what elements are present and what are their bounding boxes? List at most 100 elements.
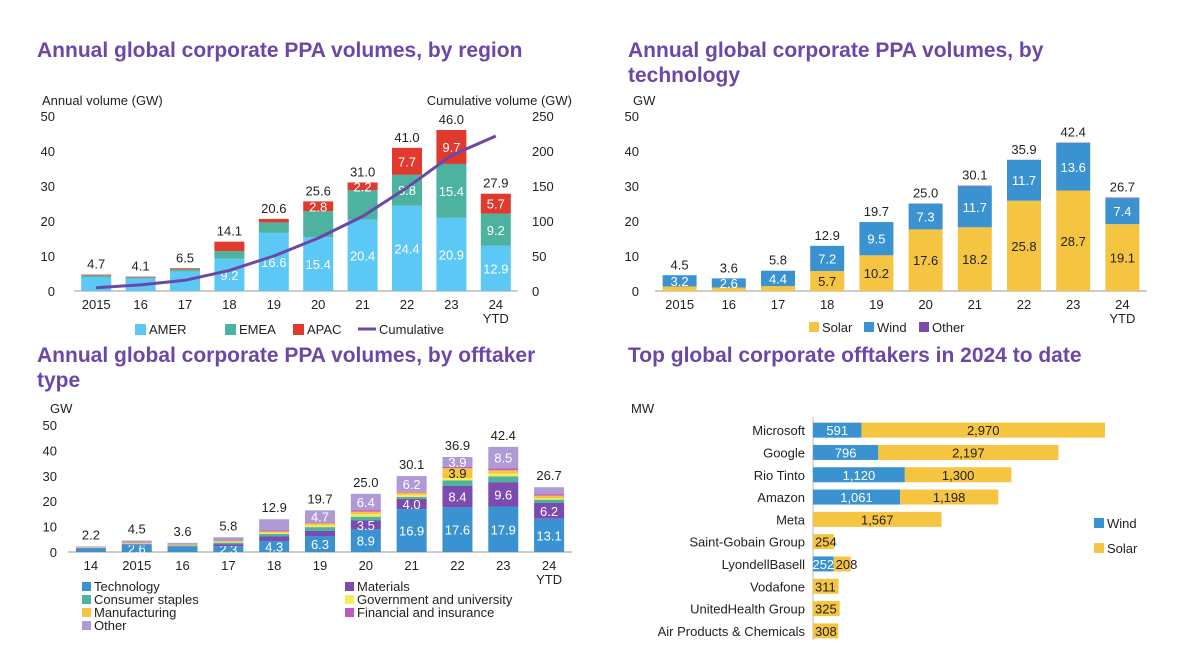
bar-consumer-staples (488, 476, 519, 483)
bar-apac (392, 147, 422, 175)
y-tick-label: 50 (625, 109, 639, 124)
legend-swatch (345, 595, 354, 604)
bar-wind (1105, 198, 1140, 225)
bar-financial-and-insurance (213, 540, 244, 541)
bar-government-and-university (534, 498, 565, 500)
data-label-solar: 254 (815, 535, 837, 550)
bar-consumer-staples (121, 543, 152, 545)
bar-emea (214, 251, 245, 259)
x-tick-label: 21 (355, 297, 369, 312)
bar-solar (1007, 200, 1041, 291)
y-axis-title: GW (633, 93, 656, 108)
bar-manufacturing (259, 531, 290, 533)
bar-wind (711, 278, 746, 288)
data-label-solar: 18.2 (962, 252, 987, 267)
data-label-solar: 311 (815, 579, 836, 594)
x-tick-label: 21 (404, 558, 418, 573)
bar-financial-and-insurance (442, 466, 473, 469)
data-label-solar: 19.1 (1110, 251, 1135, 266)
bar-wind (813, 467, 905, 483)
category-label: Google (763, 445, 805, 460)
bar-solar (859, 255, 894, 291)
bar-solar (813, 578, 839, 594)
bar-amer (303, 237, 334, 291)
legend-swatch (82, 621, 91, 630)
bar-materials (396, 498, 427, 510)
total-label: 12.9 (815, 228, 840, 243)
category-label: Saint-Gobain Group (689, 535, 805, 550)
data-label-amer: 24.4 (394, 241, 419, 256)
bar-other (957, 185, 992, 187)
data-label-amer: 20.4 (350, 248, 375, 263)
bar-emea (480, 213, 511, 246)
bar-wind (810, 245, 845, 272)
total-label: 5.8 (219, 518, 237, 533)
data-label-solar: 17.6 (913, 253, 938, 268)
bar-consumer-staples (534, 499, 565, 503)
bar-government-and-university (167, 544, 198, 546)
bar-emea (170, 269, 200, 272)
bar-other (167, 542, 198, 544)
total-label: 35.9 (1011, 142, 1036, 157)
bar-consumer-staples (396, 496, 427, 499)
bar-other (396, 476, 427, 492)
bar-financial-and-insurance (350, 510, 381, 512)
bar-amer (214, 258, 245, 291)
y-axis-title: Annual volume (GW) (42, 93, 163, 108)
bar-financial-and-insurance (305, 522, 335, 524)
data-label-emea: 8.8 (398, 183, 416, 198)
technology-chart-title: Annual global corporate PPA volumes, by … (628, 39, 1044, 87)
bar-technology (213, 546, 244, 552)
data-label: 8.9 (357, 534, 375, 549)
legend-label: Technology (94, 579, 160, 594)
x-tick-label: 24 (489, 297, 503, 312)
legend-swatch (345, 582, 354, 591)
bar-wind (908, 203, 943, 230)
bar-manufacturing (534, 495, 565, 499)
data-label-apac: 7.7 (398, 154, 416, 169)
total-label: 3.6 (174, 524, 192, 539)
category-label: Microsoft (752, 423, 805, 438)
data-label-solar: 2,197 (952, 445, 985, 460)
data-label-solar: 2,970 (967, 423, 1000, 438)
x-tick-label: YTD (536, 572, 562, 587)
bar-materials (488, 482, 519, 507)
data-label-wind: 3.2 (671, 274, 689, 289)
legend-label: APAC (307, 322, 341, 337)
data-label-solar: 308 (815, 624, 837, 639)
x-tick-label: 16 (175, 558, 189, 573)
bar-amer (347, 219, 378, 291)
bar-solar (861, 422, 1105, 438)
legend-label: Consumer staples (94, 592, 199, 607)
bar-consumer-staples (259, 533, 290, 537)
bar-solar (833, 556, 851, 572)
bar-government-and-university (121, 543, 152, 544)
legend-swatch (225, 324, 236, 335)
total-label: 25.0 (353, 475, 378, 490)
legend-label: Government and university (357, 592, 513, 607)
x-tick-label: 2015 (82, 297, 111, 312)
x-tick-label: 19 (313, 558, 327, 573)
total-label: 19.7 (307, 491, 332, 506)
bar-consumer-staples (305, 527, 335, 531)
data-label-solar: 1,198 (933, 490, 966, 505)
x-tick-label: 17 (221, 558, 235, 573)
x-tick-label: 2015 (122, 558, 151, 573)
y-tick-label: 20 (41, 214, 55, 229)
category-label: Vodafone (750, 579, 805, 594)
offtaker-type-chart: GW010203040502.2142.64.520153.6162.35.81… (43, 401, 572, 633)
bar-amer (436, 217, 467, 291)
y-tick-label: 20 (43, 494, 57, 509)
data-label-wind: 1,061 (840, 490, 873, 505)
legend-label: Solar (1107, 541, 1138, 556)
bar-government-and-university (396, 494, 427, 497)
x-tick-label: 23 (1066, 297, 1080, 312)
legend-label: Other (932, 320, 965, 335)
bar-manufacturing (213, 540, 244, 542)
bar-solar (1105, 224, 1140, 291)
category-label: Meta (776, 512, 806, 527)
y-tick-label: 50 (41, 109, 55, 124)
total-label: 3.6 (720, 260, 738, 275)
bar-apac (170, 268, 200, 270)
y2-tick-label: 200 (532, 144, 554, 159)
